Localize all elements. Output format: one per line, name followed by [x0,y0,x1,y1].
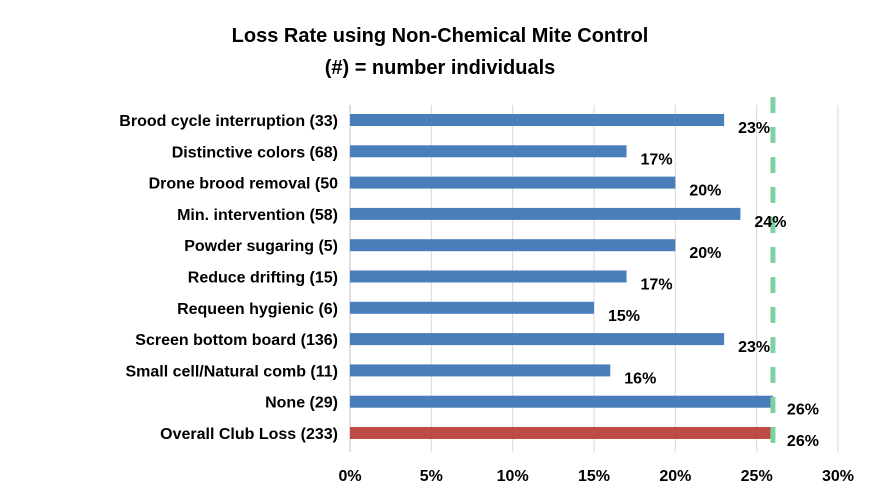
category-label: Min. intervention (58) [177,207,338,224]
x-tick-label: 30% [822,468,854,485]
category-label: Small cell/Natural comb (11) [125,363,338,380]
bar [350,270,627,283]
data-label: 23% [738,339,770,356]
data-labels: 23%17%20%24%20%17%15%23%16%26%26% [608,120,819,450]
category-label: Screen bottom board (136) [135,332,338,349]
bar [350,176,676,189]
x-tick-label: 25% [741,468,773,485]
x-tick-label: 5% [420,468,443,485]
chart-subtitle: (#) = number individuals [325,57,556,79]
category-label: Drone brood removal (50 [149,176,338,193]
category-label: Brood cycle interruption (33) [119,113,338,130]
data-label: 17% [641,277,673,294]
x-tick-label: 15% [578,468,610,485]
bar [350,364,611,377]
chart-title: Loss Rate using Non-Chemical Mite Contro… [232,25,649,47]
bar [350,239,676,252]
x-tick-label: 0% [338,468,361,485]
category-label: Requeen hygienic (6) [177,301,338,318]
category-label: Reduce drifting (15) [188,270,338,287]
bar [350,207,741,220]
bar [350,333,725,346]
data-label: 23% [738,120,770,137]
data-label: 15% [608,308,640,325]
x-tick-label: 20% [659,468,691,485]
bar [350,145,627,158]
data-label: 20% [689,245,721,262]
bar [350,114,725,126]
bar [350,301,594,314]
data-label: 26% [787,433,819,450]
data-label: 26% [787,402,819,419]
x-tick-label: 10% [497,468,529,485]
category-label: None (29) [265,395,338,412]
category-labels: Brood cycle interruption (33) Distinctive… [119,113,338,443]
bar [350,395,773,408]
x-tick-labels: 0% 5% 10% 15% 20% 25% 30% [338,468,854,485]
bar [350,427,773,439]
data-label: 20% [689,183,721,200]
data-label: 16% [624,370,656,387]
category-label: Powder sugaring (5) [184,238,338,255]
bars [350,114,773,439]
data-label: 24% [754,214,786,231]
data-label: 17% [641,151,673,168]
category-label: Overall Club Loss (233) [160,426,338,443]
category-label: Distinctive colors (68) [172,144,338,161]
